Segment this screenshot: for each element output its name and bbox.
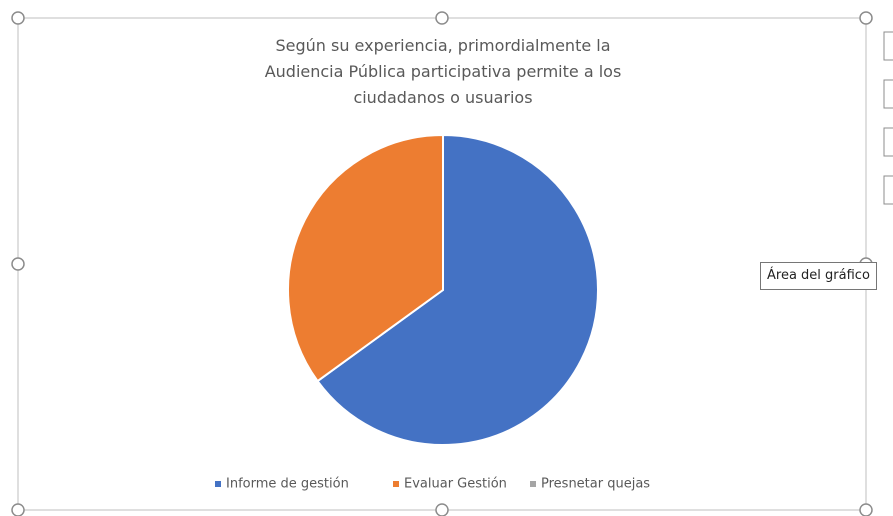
chart-button[interactable] [883,79,893,109]
chart-button[interactable] [883,31,893,61]
handle[interactable] [859,503,873,516]
chart-button[interactable] [883,127,893,157]
handle[interactable] [11,11,25,25]
pie-slice [316,133,599,446]
legend-swatch [393,481,399,487]
handle[interactable] [859,11,873,25]
legend-label: Presnetar quejas [541,477,650,492]
pie-slice [287,133,444,383]
legend-label: Informe de gestión [226,477,349,492]
legend-swatch [215,481,221,487]
tooltip: Área del gráfico [760,262,877,290]
legend-swatch [530,481,536,487]
handle[interactable] [11,503,25,516]
chart-title: Según su experiencia, primordialmente la… [264,36,622,107]
handle[interactable] [435,11,449,25]
handle[interactable] [435,503,449,516]
handle[interactable] [11,257,25,271]
chart-buttons [883,31,893,205]
chart-button[interactable] [883,175,893,205]
legend-label: Evaluar Gestión [404,477,507,492]
